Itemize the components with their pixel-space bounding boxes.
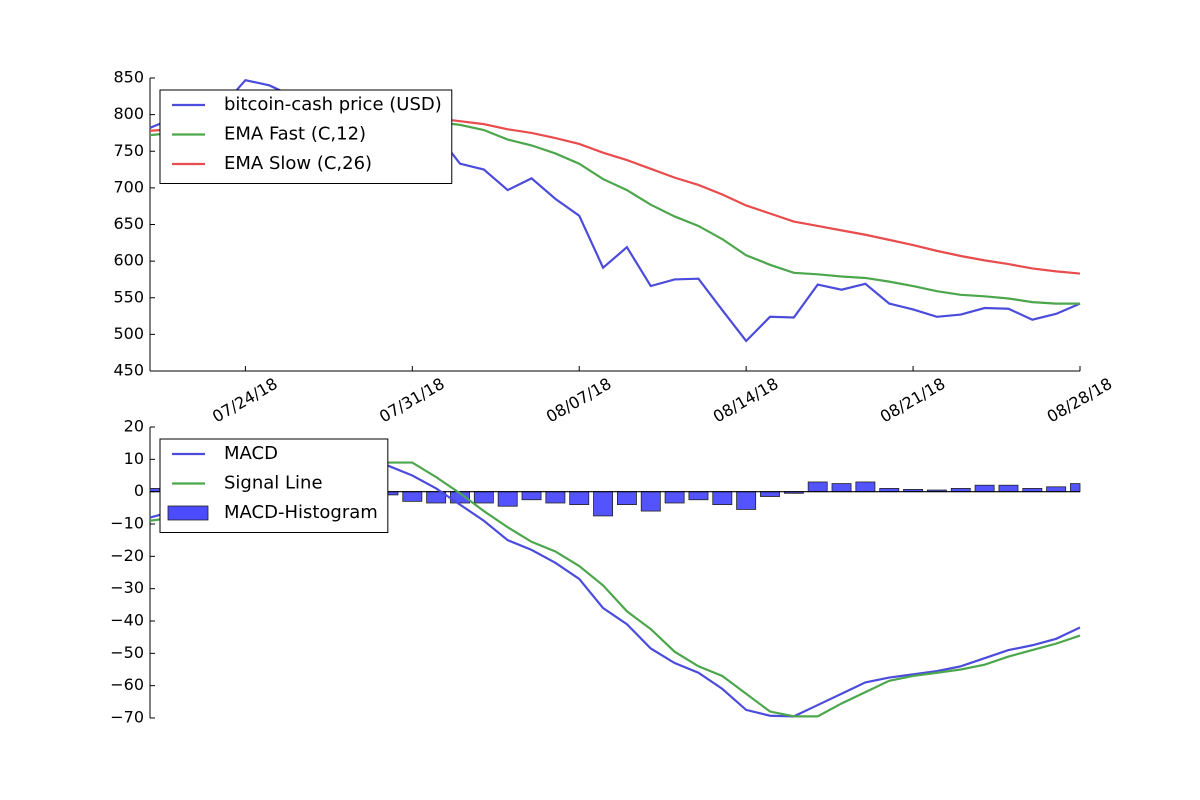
y-tick-label: −50 (110, 643, 144, 662)
legend-label: Signal Line (224, 473, 323, 494)
histogram-bar (521, 491, 542, 501)
x-tick-label: 08/21/18 (877, 374, 949, 426)
y-tick-label: 10 (124, 449, 144, 468)
legend-label: EMA Fast (C,12) (224, 124, 366, 145)
histogram-bar (736, 491, 757, 510)
y-tick-label: −40 (110, 611, 144, 630)
y-tick-label: 0 (134, 481, 144, 500)
legend-label: bitcoin-cash price (USD) (224, 94, 442, 115)
histogram-bar (998, 484, 1019, 493)
y-tick-label: 550 (113, 287, 144, 306)
y-tick-label: 800 (113, 104, 144, 123)
y-tick-label: −30 (110, 578, 144, 597)
y-tick-label: 650 (113, 214, 144, 233)
histogram-bar (807, 481, 828, 493)
y-tick-label: −60 (110, 675, 144, 694)
y-tick-label: −20 (110, 546, 144, 565)
legend-box (159, 89, 453, 184)
histogram-bar (831, 483, 852, 493)
legend-label: MACD (224, 443, 278, 464)
y-tick-label: 450 (113, 361, 144, 380)
histogram-bar (1046, 486, 1067, 493)
y-tick-label: −70 (110, 708, 144, 727)
legend-label: MACD-Histogram (224, 502, 378, 523)
histogram-bar (616, 491, 637, 505)
y-tick-label: −10 (110, 514, 144, 533)
histogram-bar (760, 491, 780, 497)
histogram-bar (402, 491, 423, 502)
histogram-bar (569, 491, 590, 505)
histogram-bar (712, 491, 733, 505)
y-tick-label: 20 (124, 417, 144, 436)
histogram-bar (473, 491, 494, 504)
x-tick-label: 08/14/18 (710, 374, 782, 426)
subplot: −70 −60 −50 −40 −30 −20 −10 0 10 20 MACD Signal Lin… (110, 417, 1081, 727)
subplot: 450 500 550 600 650 700 750 800 850 07/24/18 07/31… (113, 68, 1115, 427)
histogram-bar (688, 491, 709, 501)
y-tick-label: 850 (113, 68, 144, 87)
y-tick-label: 600 (113, 251, 144, 270)
histogram-bar (497, 491, 518, 507)
y-tick-label: 500 (113, 324, 144, 343)
histogram-bar (974, 484, 995, 493)
histogram-bar (1070, 483, 1081, 493)
legend-swatch (167, 505, 209, 521)
x-tick-label: 07/31/18 (376, 374, 448, 426)
legend-label: EMA Slow (C,26) (224, 153, 372, 174)
histogram-bar (664, 491, 685, 504)
x-tick-label: 08/07/18 (543, 374, 615, 426)
histogram-bar (593, 491, 614, 517)
x-tick-label: 07/24/18 (209, 374, 281, 426)
histogram-bar (855, 481, 876, 493)
histogram-bar (640, 491, 661, 512)
y-tick-label: 750 (113, 141, 144, 160)
x-tick-label: 08/28/18 (1044, 374, 1116, 426)
histogram-bar (545, 491, 566, 504)
y-tick-label: 700 (113, 177, 144, 196)
